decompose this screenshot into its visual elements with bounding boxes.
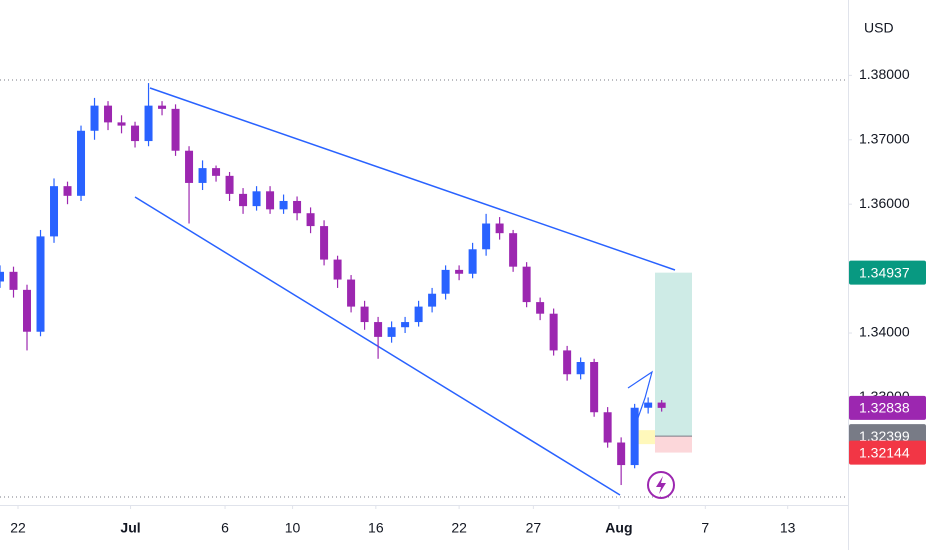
candle-body [320,226,329,260]
x-tick-label: 22 [10,520,26,536]
candle-body [306,213,315,227]
x-tick-label: 10 [285,520,301,536]
candle-body [428,293,437,307]
candle-body [644,402,653,408]
candle-body [117,122,126,126]
trend-line [149,87,676,271]
candle-body [495,223,504,234]
candle-body [171,108,180,151]
alert-icon [647,471,675,499]
candle-body [482,223,491,250]
candle-body [617,442,626,466]
x-tick-label: Aug [605,520,632,536]
candle-body [387,327,396,337]
entry-zone [634,430,655,445]
candle-body [522,266,531,303]
candle-body [441,269,450,294]
y-tick-label: 1.37000 [859,130,910,146]
candle-body [252,191,261,207]
stop-zone [655,436,692,453]
price-badge-label: 1.34937 [859,264,910,280]
x-tick-label: 6 [221,520,229,536]
y-tick-label: 1.36000 [859,195,910,211]
candle-body [225,175,234,194]
candle-body [563,350,572,375]
candle-body [198,168,207,183]
candle-body [414,306,423,323]
candle-body [401,322,410,328]
candle-body [630,407,639,466]
candle-body [131,125,140,142]
candle-body [333,259,342,280]
candle-body [104,105,113,123]
candle-body [576,362,585,375]
candle-body [158,105,167,109]
candle-body [657,402,666,408]
target-zone [655,272,692,437]
candle-body [239,193,248,207]
candle-body [36,236,45,332]
candle-body [468,249,477,274]
candle-body [144,105,153,142]
candle-body [536,302,545,314]
price-badge [849,440,926,465]
candle-body [590,362,599,413]
candles [0,83,666,486]
price-badge-label: 1.32399 [859,428,910,444]
x-tick-label: 22 [451,520,467,536]
currency-label: USD [864,20,894,36]
candle-body [279,200,288,210]
candle-body [9,271,18,290]
x-tick-label: 16 [368,520,384,536]
candle-body [347,279,356,307]
candle-body [360,306,369,323]
y-tick-label: 1.38000 [859,66,910,82]
candle-body [185,150,194,183]
candle-body [50,186,59,237]
flag-pattern [627,370,653,433]
candle-body [293,200,302,214]
candle-body [603,412,612,443]
candle-body [509,233,518,267]
candle-body [455,269,464,274]
price-badge-label: 1.32838 [859,400,910,416]
candle-body [63,186,72,196]
candle-body [90,105,99,131]
x-tick-label: Jul [120,520,140,536]
candle-body [549,313,558,351]
candle-body [0,271,4,282]
alert-bolt [656,476,666,494]
candle-body [77,130,86,196]
candle-body [23,289,32,332]
candle-body [266,191,275,210]
y-tick-label: 1.34000 [859,324,910,340]
candle-body [374,322,383,337]
candle-body [212,168,221,176]
price-badge [849,395,926,420]
price-badge [849,260,926,285]
x-tick-label: 27 [526,520,542,536]
x-tick-label: 7 [701,520,709,536]
price-badge-label: 1.32144 [859,444,910,460]
x-tick-label: 13 [780,520,796,536]
